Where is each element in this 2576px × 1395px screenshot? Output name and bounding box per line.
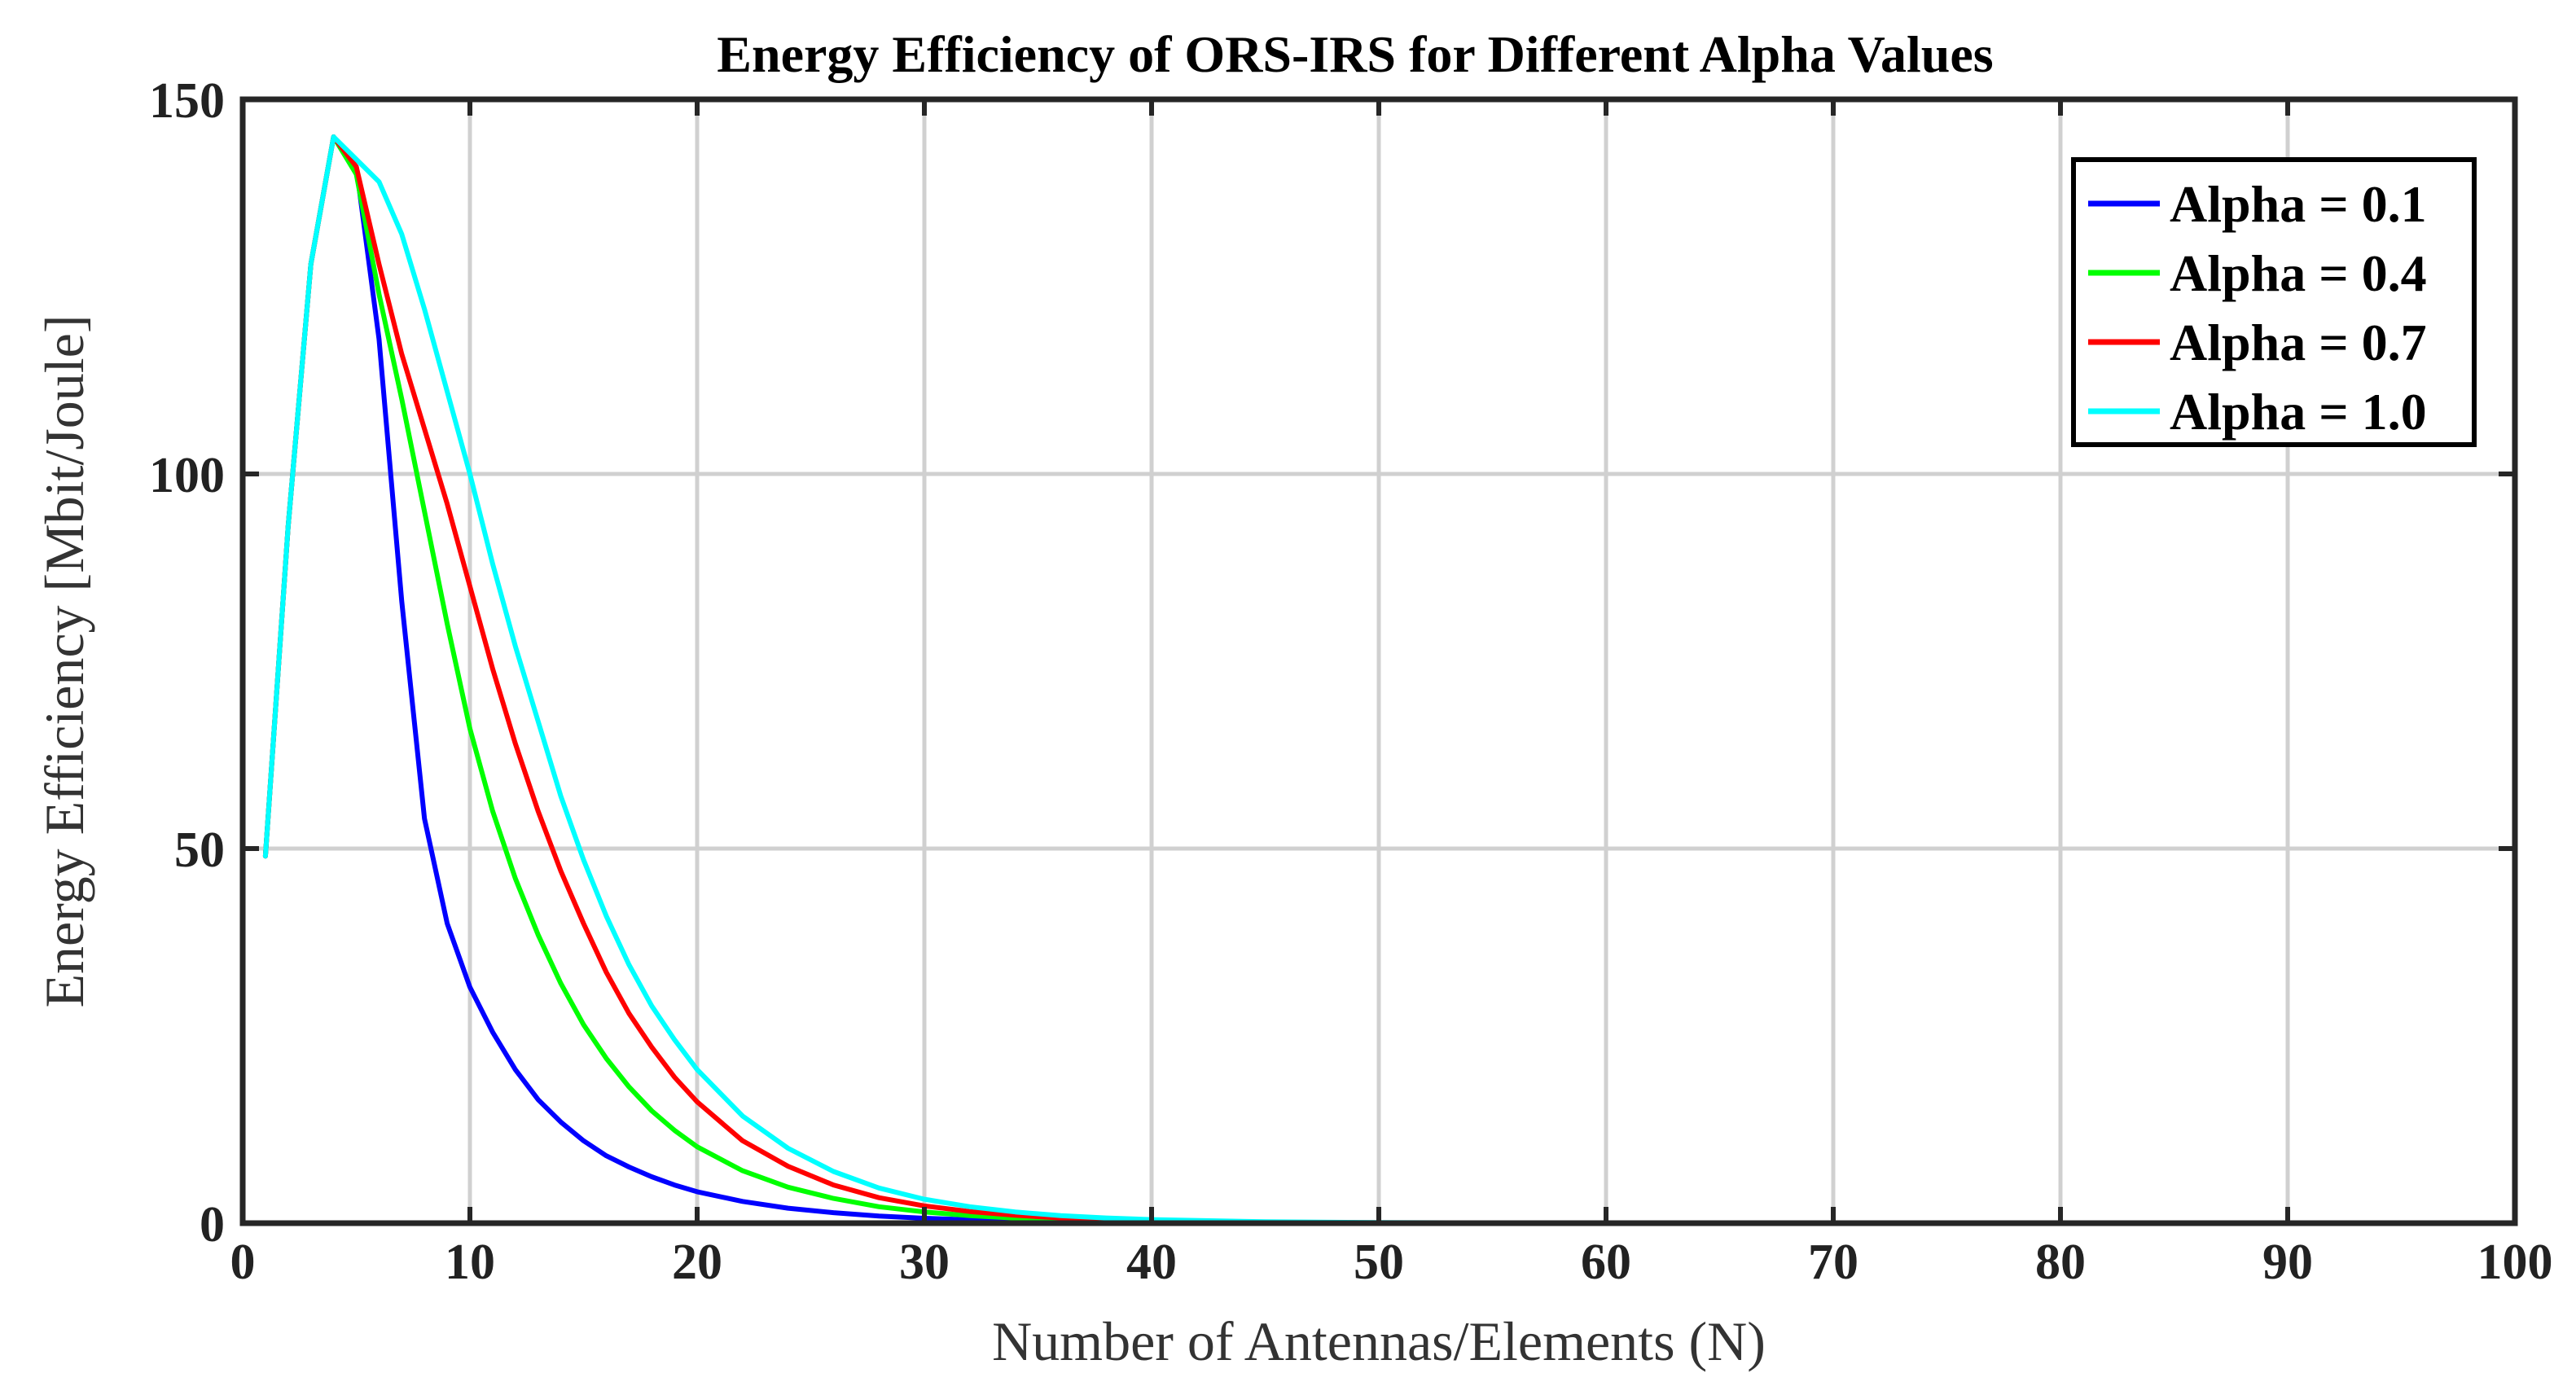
- y-tick-label: 100: [149, 448, 225, 503]
- chart-title: Energy Efficiency of ORS-IRS for Differe…: [717, 25, 1993, 83]
- x-tick-label: 0: [230, 1235, 256, 1290]
- y-tick-label: 0: [200, 1197, 225, 1252]
- y-tick-label: 150: [149, 73, 225, 129]
- x-tick-label: 70: [1808, 1235, 1858, 1290]
- x-axis-label: Number of Antennas/Elements (N): [992, 1310, 1766, 1372]
- y-axis-label: Energy Efficiency [Mbit/Joule]: [33, 314, 95, 1007]
- grid: [243, 99, 2515, 1223]
- legend-label-alpha-0-4: Alpha = 0.4: [2170, 244, 2427, 302]
- x-tick-label: 20: [672, 1235, 722, 1290]
- x-tick-label: 100: [2477, 1235, 2553, 1290]
- x-tick-label: 30: [899, 1235, 950, 1290]
- x-tick-label: 10: [445, 1235, 495, 1290]
- x-tick-label: 90: [2262, 1235, 2313, 1290]
- y-tick-label: 50: [174, 823, 225, 878]
- legend-label-alpha-1-0: Alpha = 1.0: [2170, 383, 2427, 441]
- axis-ticks: 0 10 20 30 40 50 60 70 80 90 100 0 50 100 150: [149, 73, 2553, 1290]
- x-tick-label: 60: [1581, 1235, 1631, 1290]
- x-tick-label: 80: [2035, 1235, 2086, 1290]
- x-tick-label: 40: [1126, 1235, 1177, 1290]
- legend-label-alpha-0-7: Alpha = 0.7: [2170, 314, 2427, 371]
- legend-label-alpha-0-1: Alpha = 0.1: [2170, 175, 2427, 233]
- x-tick-label: 50: [1354, 1235, 1404, 1290]
- legend-box: [2071, 157, 2477, 447]
- legend: Alpha = 0.1 Alpha = 0.4 Alpha = 0.7 Alpha =…: [2071, 157, 2477, 447]
